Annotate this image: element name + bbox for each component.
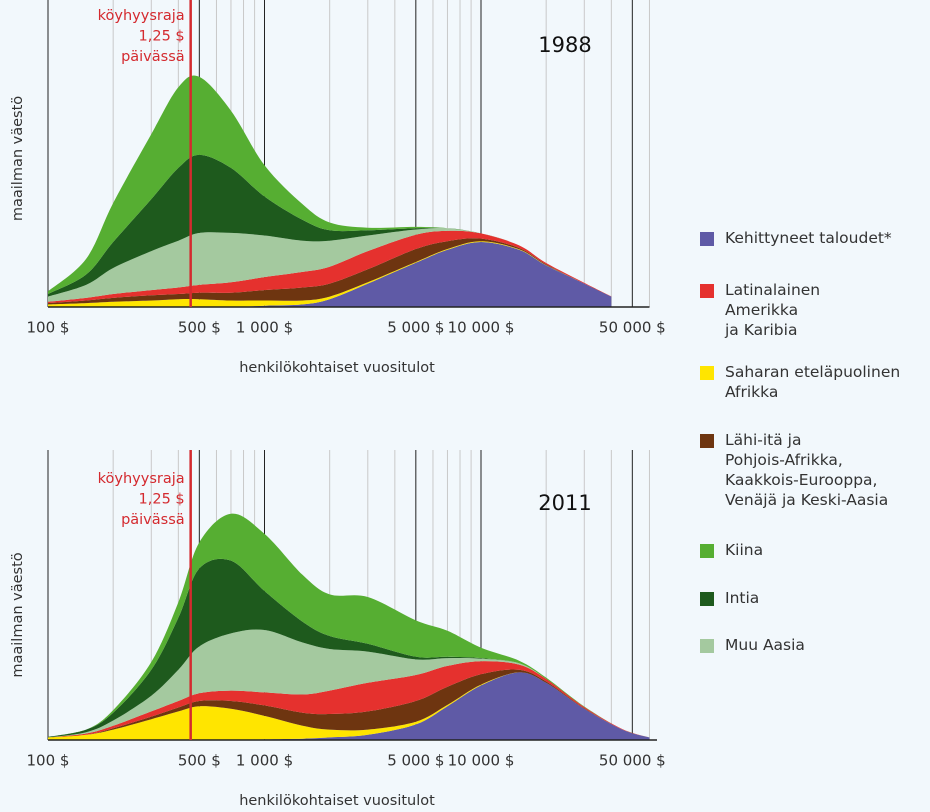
y-axis-label: maailman väestö — [10, 96, 26, 221]
legend-swatch — [700, 544, 714, 558]
legend-label: Saharan eteläpuolinen Afrikka — [725, 363, 901, 401]
area — [48, 558, 650, 738]
area — [48, 672, 650, 741]
area — [48, 230, 612, 304]
legend-swatch — [700, 284, 714, 298]
annotation: 1,25 $ — [139, 492, 185, 508]
x-tick-label: 10 000 $ — [448, 752, 515, 770]
x-tick-label: 500 $ — [178, 752, 221, 770]
legend-label: Kehittyneet taloudet* — [725, 229, 892, 247]
x-axis-label: henkilökohtaiset vuositulot — [239, 360, 435, 376]
charts: 100 $500 $1 000 $5 000 $10 000 $50 000 $… — [10, 0, 666, 809]
legend-item: Muu Aasia — [700, 635, 805, 655]
x-tick-label: 1 000 $ — [236, 752, 293, 770]
annotation: päivässä — [121, 512, 185, 528]
area — [48, 75, 612, 297]
chart-title: 2011 — [538, 491, 591, 515]
legend-item: Lähi-itä ja Pohjois-Afrikka, Kaakkois-Eu… — [700, 430, 888, 510]
annotation: päivässä — [121, 49, 185, 65]
legend-label: Lähi-itä ja Pohjois-Afrikka, Kaakkois-Eu… — [725, 431, 889, 509]
legend-swatch — [700, 639, 714, 653]
y-axis-label: maailman väestö — [10, 552, 26, 677]
x-tick-label: 500 $ — [178, 319, 221, 337]
area — [48, 513, 650, 738]
legend-label: Muu Aasia — [725, 636, 805, 654]
chart-panel: 100 $ 500 $ 1 000 $ 5 000 $10 000 $ 50 000 $… — [10, 0, 666, 376]
x-tick-label: 1 000 $ — [236, 319, 293, 337]
legend: Kehittyneet taloudet* Latinalainen Amerik… — [700, 0, 930, 812]
legend-swatch — [700, 592, 714, 606]
annotation: köyhyysraja — [98, 471, 185, 487]
legend-swatch — [700, 232, 714, 246]
area — [48, 669, 650, 738]
legend-label: Kiina — [725, 541, 764, 559]
area — [48, 227, 612, 302]
x-tick-label: 50 000 $ — [599, 752, 666, 770]
x-tick-label: 10 000 $ — [448, 319, 515, 337]
x-axis-label: henkilökohtaiset vuositulot — [239, 793, 435, 809]
legend-swatch — [700, 434, 714, 448]
x-tick-label: 50 000 $ — [599, 319, 666, 337]
annotation: 1,25 $ — [139, 29, 185, 45]
area — [48, 242, 612, 308]
chart-title: 1988 — [538, 33, 591, 57]
x-tick-label: 5 000 $ — [387, 752, 444, 770]
x-tick-label: 100 $ — [27, 752, 70, 770]
area — [48, 238, 612, 305]
chart-panel: 100 $ 500 $ 1 000 $ 5 000 $10 000 $ 50 000 $… — [10, 450, 666, 809]
legend-item: Saharan eteläpuolinen Afrikka — [700, 362, 900, 402]
legend-item: Kehittyneet taloudet* — [700, 228, 892, 248]
legend-swatch — [700, 366, 714, 380]
legend-label: Intia — [725, 589, 760, 607]
annotation: köyhyysraja — [98, 8, 185, 24]
area — [48, 629, 650, 738]
x-tick-label: 5 000 $ — [387, 319, 444, 337]
area — [48, 672, 650, 741]
area — [48, 154, 612, 297]
x-tick-label: 100 $ — [27, 319, 70, 337]
legend-item: Intia — [700, 588, 759, 608]
legend-item: Latinalainen Amerikka ja Karibia — [700, 280, 820, 340]
area — [48, 661, 650, 738]
legend-label: Latinalainen Amerikka ja Karibia — [725, 281, 821, 339]
legend-item: Kiina — [700, 540, 763, 560]
